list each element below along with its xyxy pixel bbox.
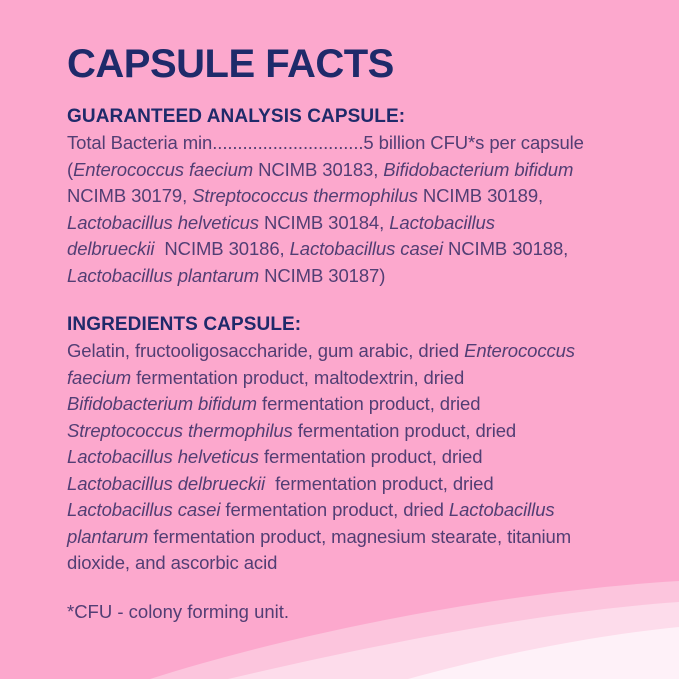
organism-name: Lactobacillus helveticus — [67, 211, 259, 233]
organism-name: Bifidobacterium bifidum — [67, 393, 257, 414]
organism-name: delbrueckii — [67, 238, 155, 259]
text-line: faecium fermentation product, maltodextr… — [67, 365, 629, 392]
text-line: Gelatin, fructooligosaccharide, gum arab… — [67, 338, 629, 365]
text-line: Total Bacteria min......................… — [67, 130, 629, 157]
text-segment: fermentation product, dried — [265, 472, 494, 494]
organism-name: plantarum — [67, 525, 149, 547]
organism-name: faecium — [67, 366, 132, 388]
text-line: plantarum fermentation product, magnesiu… — [67, 524, 629, 551]
text-line: NCIMB 30179, Streptococcus thermophilus … — [67, 183, 629, 210]
organism-name: Enterococcus — [464, 340, 575, 361]
text-segment: NCIMB 30183, — [253, 158, 384, 180]
section-heading: GUARANTEED ANALYSIS CAPSULE: — [67, 106, 406, 127]
text-segment: Total Bacteria min......................… — [67, 132, 584, 153]
text-line: Lactobacillus plantarum NCIMB 30187) — [67, 263, 629, 290]
text-line: Lactobacillus delbrueckii fermentation p… — [67, 471, 629, 498]
wave-band-3-shape — [408, 627, 679, 679]
organism-name: Streptococcus thermophilus — [67, 419, 293, 441]
capsule-facts-panel: CAPSULE FACTS GUARANTEED ANALYSIS CAPSUL… — [67, 42, 629, 625]
organism-name: Lactobacillus delbrueckii — [67, 472, 266, 494]
text-segment: fermentation product, dried — [220, 499, 449, 520]
text-line: Streptococcus thermophilus fermentation … — [67, 418, 629, 445]
text-line: Bifidobacterium bifidum fermentation pro… — [67, 391, 629, 418]
text-segment: Gelatin, fructooligosaccharide, gum arab… — [67, 340, 465, 361]
organism-name: Bifidobacterium bifidum — [383, 158, 574, 180]
text-segment: NCIMB 30189, — [417, 185, 544, 206]
text-line: Lactobacillus casei fermentation product… — [67, 497, 629, 524]
text-segment: NCIMB 30184, — [258, 211, 390, 233]
text-segment: fermentation product, dried — [258, 446, 483, 467]
organism-name: Lactobacillus casei — [67, 499, 221, 520]
text-line: delbrueckii NCIMB 30186, Lactobacillus c… — [67, 236, 629, 263]
text-line: (Enterococcus faecium NCIMB 30183, Bifid… — [67, 157, 629, 184]
organism-name: Lactobacillus casei — [289, 238, 443, 259]
text-segment: NCIMB 30187) — [259, 264, 386, 286]
label-section: INGREDIENTS CAPSULE: Gelatin, fructooligo… — [67, 311, 629, 577]
organism-name: Enterococcus faecium — [73, 158, 254, 180]
label-section: GUARANTEED ANALYSIS CAPSULE: Total Bacter… — [67, 103, 629, 289]
text-segment: ( — [67, 158, 74, 180]
text-segment: fermentation product, dried — [256, 393, 481, 414]
text-segment: NCIMB 30186, — [154, 238, 290, 259]
text-segment: fermentation product, maltodextrin, drie… — [131, 366, 465, 388]
organism-name: Lactobacillus — [448, 499, 555, 520]
text-line: dioxide, and ascorbic acid — [67, 550, 629, 577]
text-segment: fermentation product, magnesium stearate… — [148, 525, 572, 547]
text-line: Lactobacillus helveticus NCIMB 30184, La… — [67, 210, 629, 237]
page-title: CAPSULE FACTS — [67, 42, 394, 86]
organism-name: Lactobacillus plantarum — [67, 264, 260, 286]
section-heading: INGREDIENTS CAPSULE: — [67, 314, 302, 335]
label-sections: GUARANTEED ANALYSIS CAPSULE: Total Bacter… — [67, 103, 629, 577]
organism-name: Lactobacillus — [389, 211, 495, 233]
organism-name: Lactobacillus helveticus — [67, 446, 259, 467]
text-line: Lactobacillus helveticus fermentation pr… — [67, 444, 629, 471]
organism-name: Streptococcus thermophilus — [192, 185, 418, 206]
text-segment: NCIMB 30188, — [443, 238, 569, 259]
cfu-footnote: *CFU - colony forming unit. — [67, 600, 290, 622]
text-segment: NCIMB 30179, — [67, 185, 193, 206]
text-segment: dioxide, and ascorbic acid — [67, 552, 278, 573]
text-segment: fermentation product, dried — [292, 419, 517, 441]
